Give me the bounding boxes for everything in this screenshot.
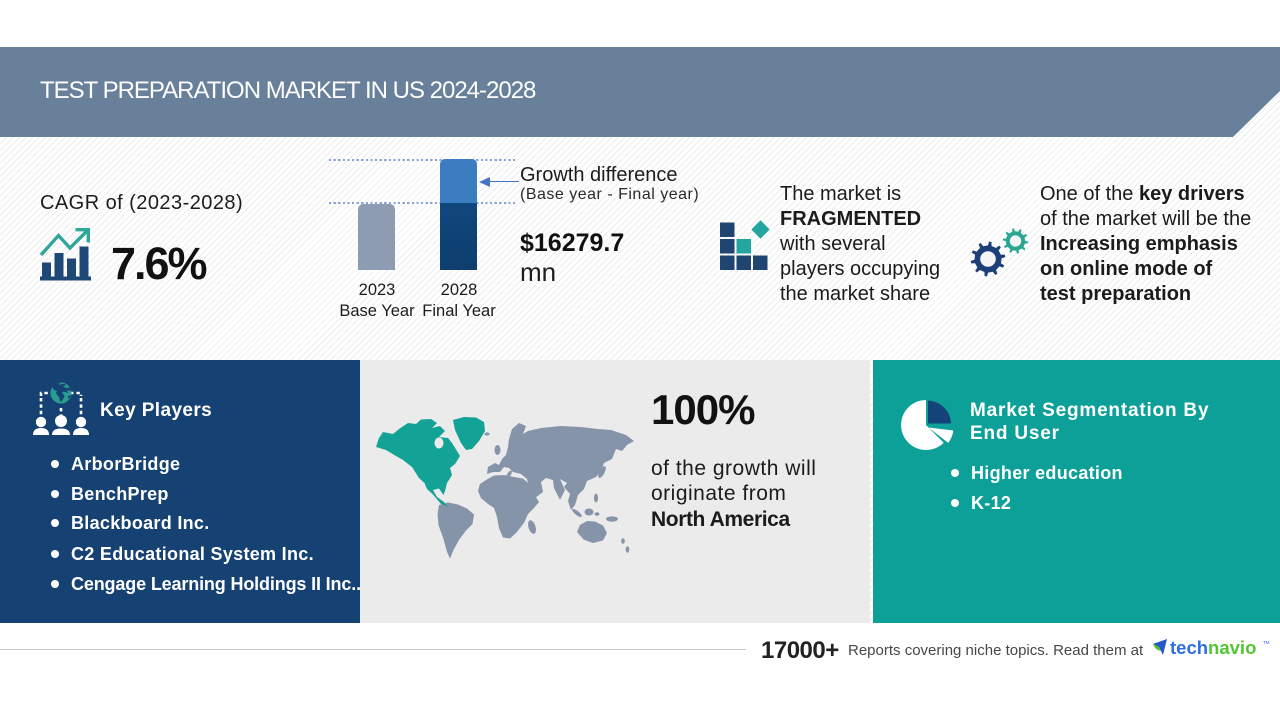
svg-text:TM: TM: [1263, 640, 1270, 645]
svg-text:technavio: technavio: [1170, 638, 1256, 658]
